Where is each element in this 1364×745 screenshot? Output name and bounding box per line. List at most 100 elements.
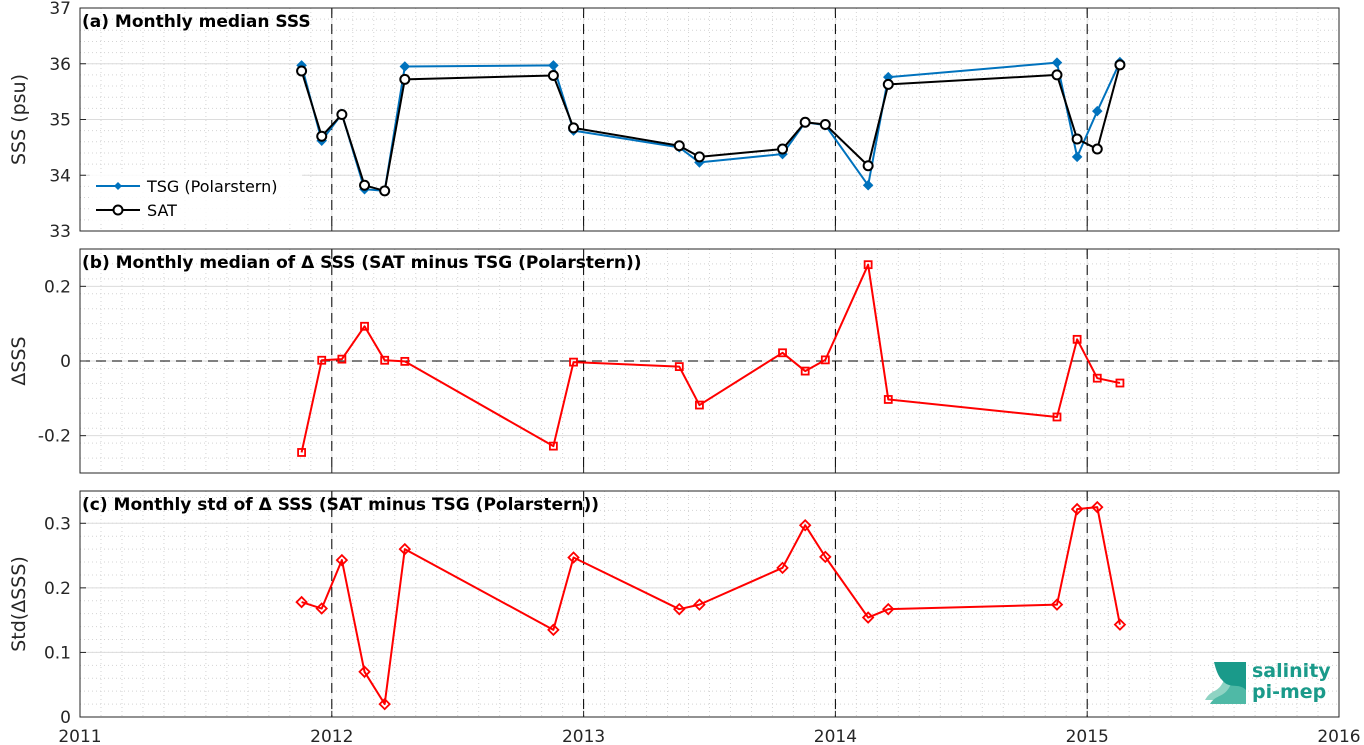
data-point xyxy=(317,355,327,365)
data-point xyxy=(1092,373,1102,383)
legend-tsg-label: TSG (Polarstern) xyxy=(146,177,277,196)
data-point xyxy=(547,69,559,81)
salinity-pi-mep-logo: salinity pi-mep xyxy=(1205,660,1331,704)
y-tick-label: 0.2 xyxy=(44,277,71,297)
data-point xyxy=(567,551,580,564)
panel-c-frame: 0 0.1 0.2 0.3 xyxy=(44,490,1340,728)
panel-b-grid xyxy=(79,248,1340,474)
data-point xyxy=(548,60,559,71)
panel-a: 33 34 35 36 37 (a) Monthly median SSS SSS (p… xyxy=(8,0,1340,242)
data-point xyxy=(315,602,329,615)
data-point xyxy=(297,448,306,457)
data-point xyxy=(882,78,894,90)
data-point xyxy=(862,160,874,172)
x-tick-label: 2012 xyxy=(310,727,353,745)
data-point xyxy=(379,185,391,197)
y-tick-label: 0.1 xyxy=(44,643,71,663)
legend-sat-label: SAT xyxy=(147,201,177,220)
data-point xyxy=(1113,618,1127,631)
y-tick-label: 36 xyxy=(49,55,71,75)
data-point xyxy=(1114,59,1126,71)
data-point xyxy=(400,356,410,366)
data-point xyxy=(360,321,369,331)
data-point xyxy=(399,73,411,85)
panel-b-title: (b) Monthly median of Δ SSS (SAT minus T… xyxy=(82,253,642,273)
data-point xyxy=(883,395,893,404)
data-point xyxy=(1090,500,1104,514)
data-point xyxy=(1091,105,1103,117)
y-tick-label: -0.2 xyxy=(38,427,71,447)
data-point xyxy=(316,130,328,142)
data-point xyxy=(1115,378,1125,388)
panel-a-frame: 33 34 35 36 37 xyxy=(49,0,1340,242)
data-point xyxy=(1071,133,1083,145)
data-point xyxy=(819,119,831,131)
data-point xyxy=(1070,502,1084,516)
data-point xyxy=(336,108,348,120)
panel-c-title: (c) Monthly std of Δ SSS (SAT minus TSG … xyxy=(82,495,599,515)
data-point xyxy=(569,357,578,367)
y-tick-label: 0 xyxy=(60,708,71,728)
logo-line-2: pi-mep xyxy=(1252,681,1326,703)
x-tick-label: 2011 xyxy=(58,727,101,745)
data-point xyxy=(777,143,789,155)
data-point xyxy=(776,561,789,575)
data-point xyxy=(799,116,811,128)
panel-c: 0 0.1 0.2 0.3 (c) Monthly std of Δ SSS (SAT… xyxy=(8,490,1340,728)
data-point xyxy=(568,122,580,134)
data-point xyxy=(800,366,810,376)
data-point xyxy=(547,623,560,637)
data-point xyxy=(335,553,349,567)
data-point xyxy=(380,355,390,365)
data-point xyxy=(674,362,684,372)
data-point xyxy=(798,518,812,532)
data-point xyxy=(1051,69,1063,81)
data-point xyxy=(337,354,347,364)
x-tick-label: 2015 xyxy=(1066,727,1109,745)
panel-a-ylabel: SSS (psu) xyxy=(8,74,30,165)
data-point xyxy=(861,611,875,624)
y-tick-label: 34 xyxy=(49,166,71,186)
data-point xyxy=(882,602,895,616)
y-tick-label: 0.3 xyxy=(44,514,71,534)
panel-b-frame: -0.2 0 0.2 xyxy=(38,248,1340,474)
axes-box xyxy=(79,490,1340,718)
data-point xyxy=(863,260,873,270)
legend-box xyxy=(90,173,302,223)
data-point xyxy=(1071,151,1083,163)
data-point xyxy=(778,348,787,358)
y-tick-label: 0 xyxy=(60,352,71,372)
x-tick-labels: 2011 2012 2013 2014 2015 2016 xyxy=(58,727,1360,745)
legend-sat-marker xyxy=(112,204,124,216)
y-tick-label: 0.2 xyxy=(44,579,71,599)
logo-line-1: salinity xyxy=(1252,660,1331,682)
y-tick-label: 35 xyxy=(49,111,71,131)
data-point xyxy=(693,598,706,611)
panel-c-series xyxy=(295,500,1127,711)
data-point xyxy=(378,697,391,711)
data-point xyxy=(820,355,830,365)
y-tick-label: 37 xyxy=(49,0,71,19)
data-point xyxy=(695,400,704,410)
x-tick-label: 2013 xyxy=(562,727,605,745)
y-tick-label: 33 xyxy=(49,222,71,242)
panel-b: -0.2 0 0.2 (b) Monthly median of Δ SSS (SA… xyxy=(8,248,1340,474)
wave-icon xyxy=(1205,662,1246,704)
data-point xyxy=(673,140,685,152)
data-point xyxy=(1052,412,1062,422)
panel-a-series xyxy=(296,56,1126,197)
panel-a-title: (a) Monthly median SSS xyxy=(82,12,311,32)
panel-b-series xyxy=(297,260,1125,457)
data-point xyxy=(693,151,705,163)
data-point xyxy=(399,61,411,72)
data-point xyxy=(1072,334,1082,344)
data-point xyxy=(359,179,371,191)
data-point xyxy=(1050,598,1064,611)
data-point xyxy=(862,180,874,191)
data-point xyxy=(1051,57,1063,68)
data-point xyxy=(673,602,686,616)
series-line-0 xyxy=(300,263,1121,453)
data-point xyxy=(296,65,308,77)
series-line-0 xyxy=(301,506,1121,706)
